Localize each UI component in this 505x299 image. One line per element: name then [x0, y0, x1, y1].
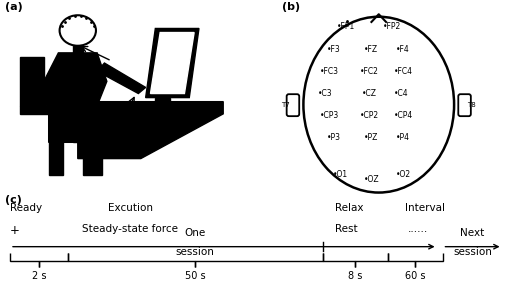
Text: •CZ: •CZ [362, 89, 377, 98]
Text: •O1: •O1 [333, 170, 348, 179]
Text: •C4: •C4 [393, 89, 408, 98]
Text: +: + [10, 224, 20, 237]
Polygon shape [83, 142, 102, 175]
Text: Next: Next [461, 228, 485, 238]
Text: Steady-state force: Steady-state force [82, 224, 178, 234]
Text: •F3: •F3 [326, 45, 340, 54]
Text: T7: T7 [281, 102, 290, 108]
Text: •CP2: •CP2 [360, 111, 379, 120]
Text: •C3: •C3 [318, 89, 333, 98]
Polygon shape [48, 142, 63, 175]
Polygon shape [44, 53, 107, 106]
Text: (c): (c) [5, 196, 22, 205]
Text: Relax: Relax [335, 203, 364, 213]
Text: Interval: Interval [405, 203, 445, 213]
Text: Excution: Excution [108, 203, 153, 213]
Polygon shape [41, 77, 59, 106]
Text: •FC4: •FC4 [393, 67, 413, 76]
Text: •O2: •O2 [395, 170, 411, 179]
Text: •PZ: •PZ [364, 132, 378, 142]
Text: T8: T8 [468, 102, 476, 108]
Circle shape [60, 15, 96, 46]
Text: Rest: Rest [335, 224, 358, 234]
Text: •P3: •P3 [326, 132, 340, 142]
Polygon shape [20, 106, 102, 114]
Text: •FC3: •FC3 [320, 67, 339, 76]
FancyBboxPatch shape [287, 94, 299, 116]
Polygon shape [73, 46, 83, 53]
Text: •OZ: •OZ [364, 176, 380, 184]
Text: session: session [176, 247, 215, 257]
Text: •FC2: •FC2 [360, 67, 379, 76]
Text: •FP2: •FP2 [383, 22, 401, 31]
Text: 8 s: 8 s [348, 271, 362, 281]
Text: (b): (b) [282, 2, 300, 12]
Text: •CP3: •CP3 [320, 111, 339, 120]
Polygon shape [78, 102, 223, 158]
Text: 60 s: 60 s [405, 271, 425, 281]
Text: •FP1: •FP1 [337, 22, 355, 31]
Text: •CP4: •CP4 [393, 111, 413, 120]
Polygon shape [156, 97, 170, 102]
Polygon shape [48, 106, 83, 142]
Polygon shape [73, 106, 102, 142]
Text: •FZ: •FZ [364, 45, 378, 54]
Text: session: session [453, 247, 492, 257]
Polygon shape [150, 33, 194, 94]
Text: ......: ...... [408, 224, 428, 234]
Text: One: One [184, 228, 206, 238]
Polygon shape [145, 28, 199, 97]
Text: •P4: •P4 [395, 132, 410, 142]
Text: 50 s: 50 s [185, 271, 206, 281]
Text: 2 s: 2 s [31, 271, 46, 281]
Polygon shape [97, 63, 145, 94]
Text: •F4: •F4 [395, 45, 409, 54]
Polygon shape [20, 57, 44, 106]
FancyBboxPatch shape [458, 94, 471, 116]
Text: Ready: Ready [10, 203, 42, 213]
Text: (a): (a) [5, 2, 23, 12]
